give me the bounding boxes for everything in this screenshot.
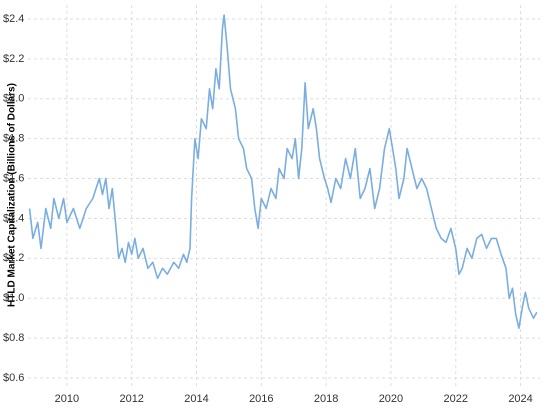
x-tick-label: 2022: [444, 393, 468, 405]
y-tick-label: $0.8: [3, 332, 24, 344]
y-tick-label: $1.8: [3, 133, 24, 145]
y-tick-label: $2.4: [3, 13, 24, 25]
x-tick-label: 2016: [249, 393, 273, 405]
x-tick-label: 2024: [508, 393, 532, 405]
y-tick-label: $2.2: [3, 53, 24, 65]
y-tick-label: $1.6: [3, 172, 24, 184]
data-line: [28, 14, 538, 329]
y-tick-label: $1.0: [3, 292, 24, 304]
x-tick-label: 2012: [119, 393, 143, 405]
y-tick-label: $1.2: [3, 252, 24, 264]
y-tick-label: $1.4: [3, 212, 24, 224]
x-tick-label: 2020: [379, 393, 403, 405]
y-tick-label: $2.0: [3, 93, 24, 105]
y-tick-label: $0.6: [3, 372, 24, 384]
y-axis-title: HTLD Market Capitalization (Billions of …: [7, 83, 18, 307]
x-tick-label: 2010: [55, 393, 79, 405]
x-tick-label: 2014: [184, 393, 208, 405]
x-tick-label: 2018: [314, 393, 338, 405]
